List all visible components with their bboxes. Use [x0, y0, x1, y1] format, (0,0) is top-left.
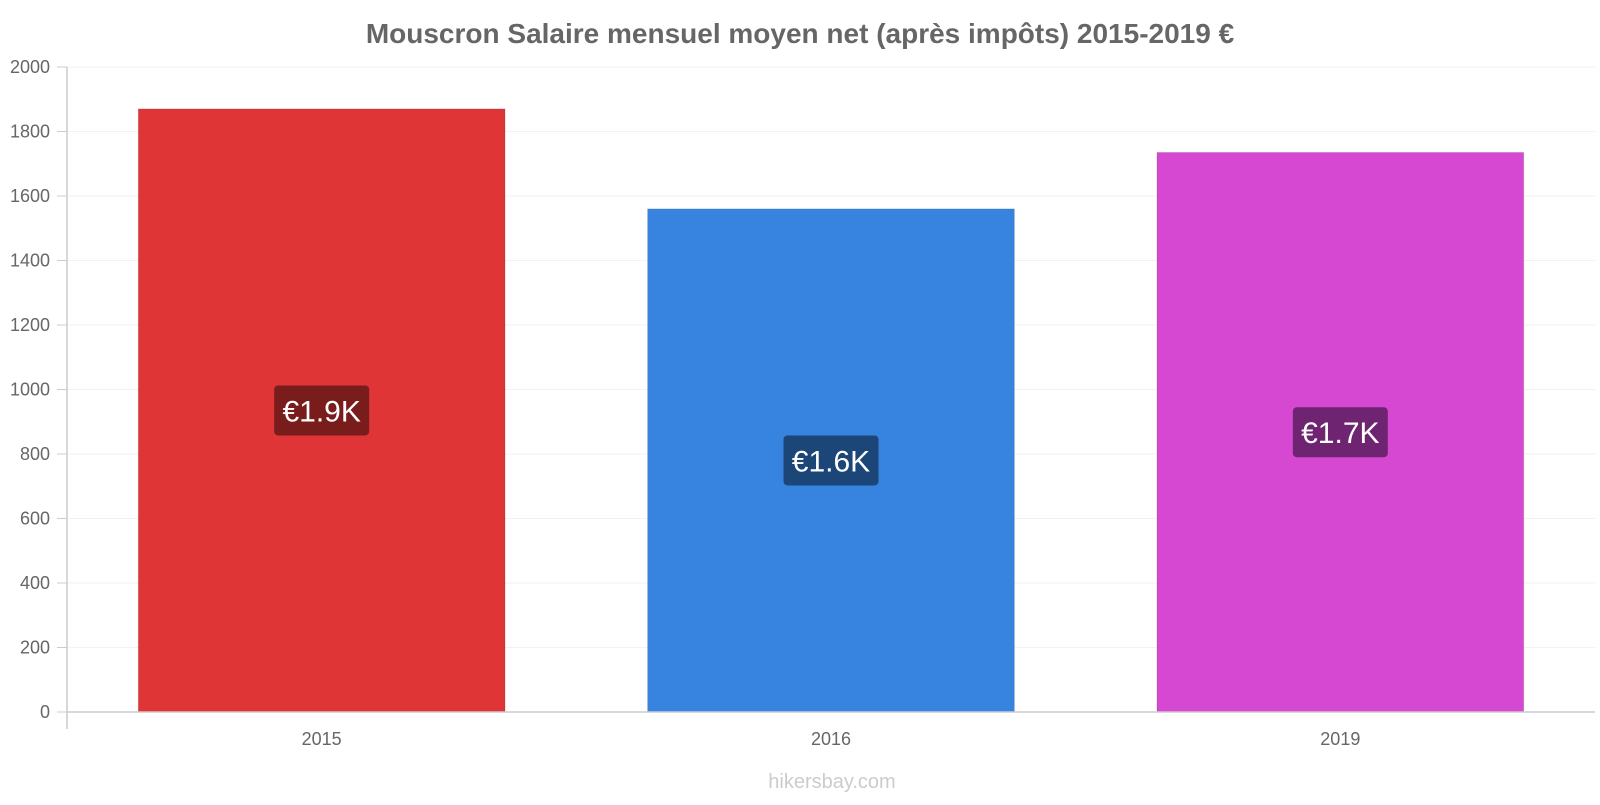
x-tick-label: 2019 — [1320, 729, 1360, 749]
y-tick-label: 1800 — [10, 122, 50, 142]
y-tick-label: 1400 — [10, 251, 50, 271]
data-label-box — [274, 385, 370, 436]
data-label: €1.9K — [282, 395, 360, 428]
x-tick-label: 2015 — [302, 729, 342, 749]
y-tick-label: 800 — [20, 444, 50, 464]
axes: 0 200 400 600 800 1000 1200 1400 1600 1800 2000 201… — [10, 57, 1595, 749]
data-label: €1.6K — [792, 445, 870, 478]
y-tick-label: 400 — [20, 573, 50, 593]
y-tick-label: 1200 — [10, 315, 50, 335]
watermark: hikersbay.com — [768, 771, 895, 793]
y-tick-label: 0 — [40, 702, 50, 722]
data-label-box — [783, 435, 879, 486]
chart-title: Mouscron Salaire mensuel moyen net (aprè… — [366, 18, 1235, 49]
data-label-box — [1292, 407, 1388, 458]
y-tick-label: 1000 — [10, 380, 50, 400]
y-tick-label: 200 — [20, 638, 50, 658]
data-label: €1.7K — [1301, 417, 1379, 450]
x-tick-label: 2016 — [811, 729, 851, 749]
y-tick-label: 1600 — [10, 186, 50, 206]
y-tick-label: 2000 — [10, 57, 50, 77]
y-tick-label: 600 — [20, 509, 50, 529]
data-labels: €1.9K €1.6K €1.7K — [274, 385, 1388, 486]
